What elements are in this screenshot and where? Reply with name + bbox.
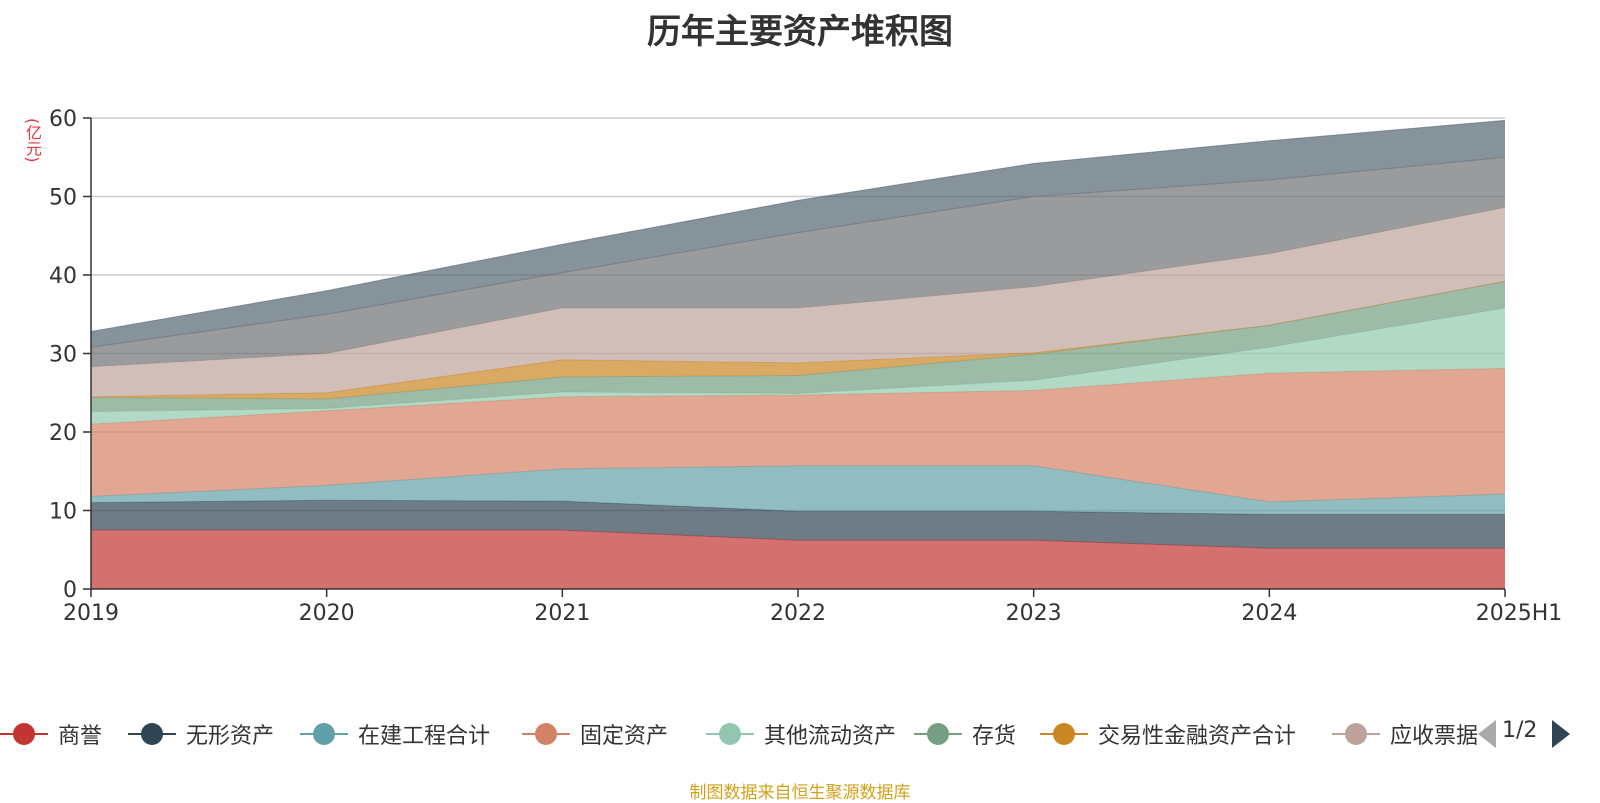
- axes: 0 10 20 30 40 50 60 2019 2020 2021 2022 2023 2024 202…: [49, 107, 1562, 626]
- y-tick-label: 50: [49, 186, 77, 211]
- legend-item[interactable]: 存货: [914, 716, 1016, 752]
- legend-items: 商誉 无形资产 在建工程合计 固定资产 其他流动资产 存货 交易性金融资产合计 应收票据及应收…: [0, 716, 1478, 752]
- x-tick-label: 2024: [1241, 601, 1297, 626]
- pager-page-text: 1/2: [1502, 718, 1538, 743]
- area-其他流动资产: [91, 308, 1505, 425]
- x-tick-label: 2023: [1006, 601, 1062, 626]
- area-货币资金: [91, 157, 1505, 367]
- y-tick-label: 20: [49, 421, 77, 446]
- legend: 商誉 无形资产 在建工程合计 固定资产 其他流动资产 存货 交易性金融资产合计 应收票据及应收…: [0, 716, 1600, 752]
- legend-label: 在建工程合计: [358, 724, 491, 749]
- legend-swatch-icon: [914, 722, 962, 746]
- legend-swatch-icon: [0, 722, 48, 746]
- stacked-area-chart: 0 10 20 30 40 50 60 2019 2020 2021 2022 2023 2024 202…: [49, 107, 1562, 626]
- area-其他: [91, 120, 1505, 348]
- area-series: [90, 119, 1506, 589]
- area-无形资产: [91, 500, 1505, 549]
- legend-label: 固定资产: [580, 724, 669, 749]
- area-固定资产: [91, 368, 1505, 502]
- x-tick-label: 2021: [534, 601, 590, 626]
- chart-title: 历年主要资产堆积图: [647, 12, 953, 52]
- y-axis-unit: (亿元): [23, 118, 42, 163]
- y-tick-label: 30: [49, 343, 77, 368]
- pager-next-icon[interactable]: [1552, 720, 1570, 748]
- legend-swatch-icon: [706, 722, 754, 746]
- source-note: 制图数据来自恒生聚源数据库: [689, 783, 911, 803]
- legend-label: 应收票据及应收账款: [1390, 724, 1478, 749]
- area-应收票据及应收账款: [91, 207, 1505, 397]
- legend-label: 其他流动资产: [764, 724, 897, 749]
- pager-prev-icon[interactable]: [1478, 720, 1496, 748]
- legend-item[interactable]: 固定资产: [522, 716, 668, 752]
- legend-item[interactable]: 交易性金融资产合计: [1040, 716, 1296, 752]
- area-交易性金融资产合计: [91, 281, 1505, 399]
- legend-item[interactable]: 其他流动资产: [706, 716, 896, 752]
- legend-label: 交易性金融资产合计: [1098, 724, 1297, 749]
- legend-item[interactable]: 无形资产: [128, 716, 274, 752]
- legend-pager: 1/2: [1478, 716, 1600, 752]
- legend-label: 存货: [972, 724, 1017, 749]
- x-tick-label: 2022: [770, 601, 826, 626]
- area-商誉: [91, 530, 1505, 589]
- legend-swatch-icon: [128, 722, 176, 746]
- legend-swatch-icon: [300, 722, 348, 746]
- legend-swatch-icon: [522, 722, 570, 746]
- legend-label: 无形资产: [186, 724, 275, 749]
- x-tick-label: 2019: [63, 601, 119, 626]
- series-line-其他: [90, 119, 1506, 332]
- x-tick-label: 2025H1: [1476, 601, 1563, 626]
- x-tick-label: 2020: [299, 601, 355, 626]
- legend-item[interactable]: 商誉: [0, 716, 102, 752]
- area-在建工程合计: [91, 465, 1505, 515]
- y-tick-label: 10: [49, 500, 77, 525]
- legend-swatch-icon: [1332, 722, 1380, 746]
- y-tick-label: 0: [63, 578, 77, 603]
- legend-item[interactable]: 在建工程合计: [300, 716, 490, 752]
- y-tick-label: 60: [49, 107, 77, 132]
- legend-item[interactable]: 应收票据及应收账款: [1332, 716, 1478, 752]
- legend-swatch-icon: [1040, 722, 1088, 746]
- legend-label: 商誉: [58, 724, 103, 749]
- y-tick-label: 40: [49, 264, 77, 289]
